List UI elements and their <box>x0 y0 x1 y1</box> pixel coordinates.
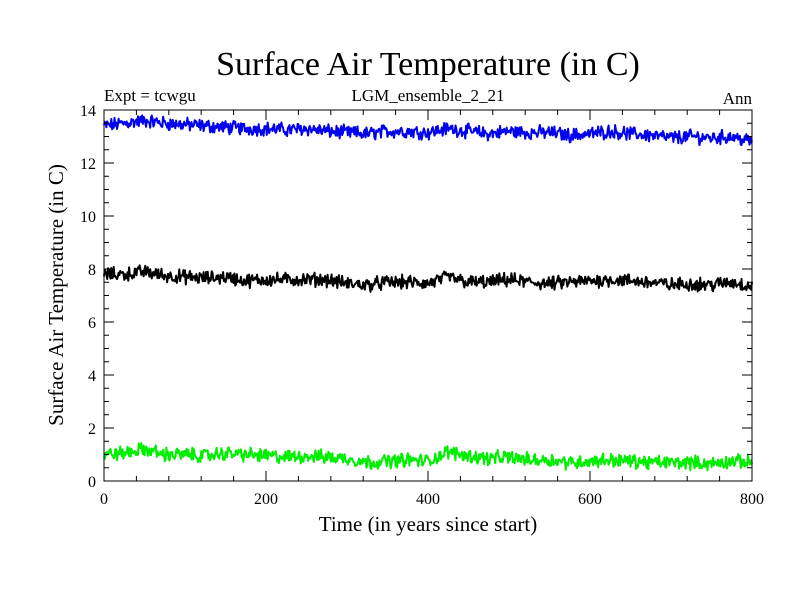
y-tick-label: 6 <box>88 315 96 332</box>
series-line-upper <box>103 114 753 147</box>
x-axis-label: Time (in years since start) <box>319 512 538 536</box>
series-layer <box>103 114 753 472</box>
plot-frame <box>103 109 753 482</box>
x-tick-label: 200 <box>254 491 278 508</box>
y-tick-label: 14 <box>80 103 96 120</box>
ticks-layer: 0 200 400 600 800 0 2 4 6 8 10 12 14 <box>80 103 764 508</box>
y-tick-label: 0 <box>88 474 96 491</box>
y-tick-label: 2 <box>88 421 96 438</box>
chart-title: Surface Air Temperature (in C) <box>216 46 640 83</box>
x-tick-label: 400 <box>416 491 440 508</box>
y-tick-label: 12 <box>80 156 96 173</box>
ensemble-label: LGM_ensemble_2_21 <box>352 86 505 105</box>
experiment-label: Expt = tcwgu <box>104 86 196 105</box>
season-label: Ann <box>723 89 753 108</box>
series-line-lower <box>103 442 753 472</box>
y-tick-label: 8 <box>88 262 96 279</box>
x-tick-label: 0 <box>100 491 108 508</box>
y-axis-label: Surface Air Temperature (in C) <box>44 164 68 426</box>
x-tick-label: 600 <box>578 491 602 508</box>
x-tick-label: 800 <box>740 491 764 508</box>
series-line-middle <box>103 264 753 293</box>
y-tick-label: 10 <box>80 209 96 226</box>
y-tick-label: 4 <box>88 368 96 385</box>
